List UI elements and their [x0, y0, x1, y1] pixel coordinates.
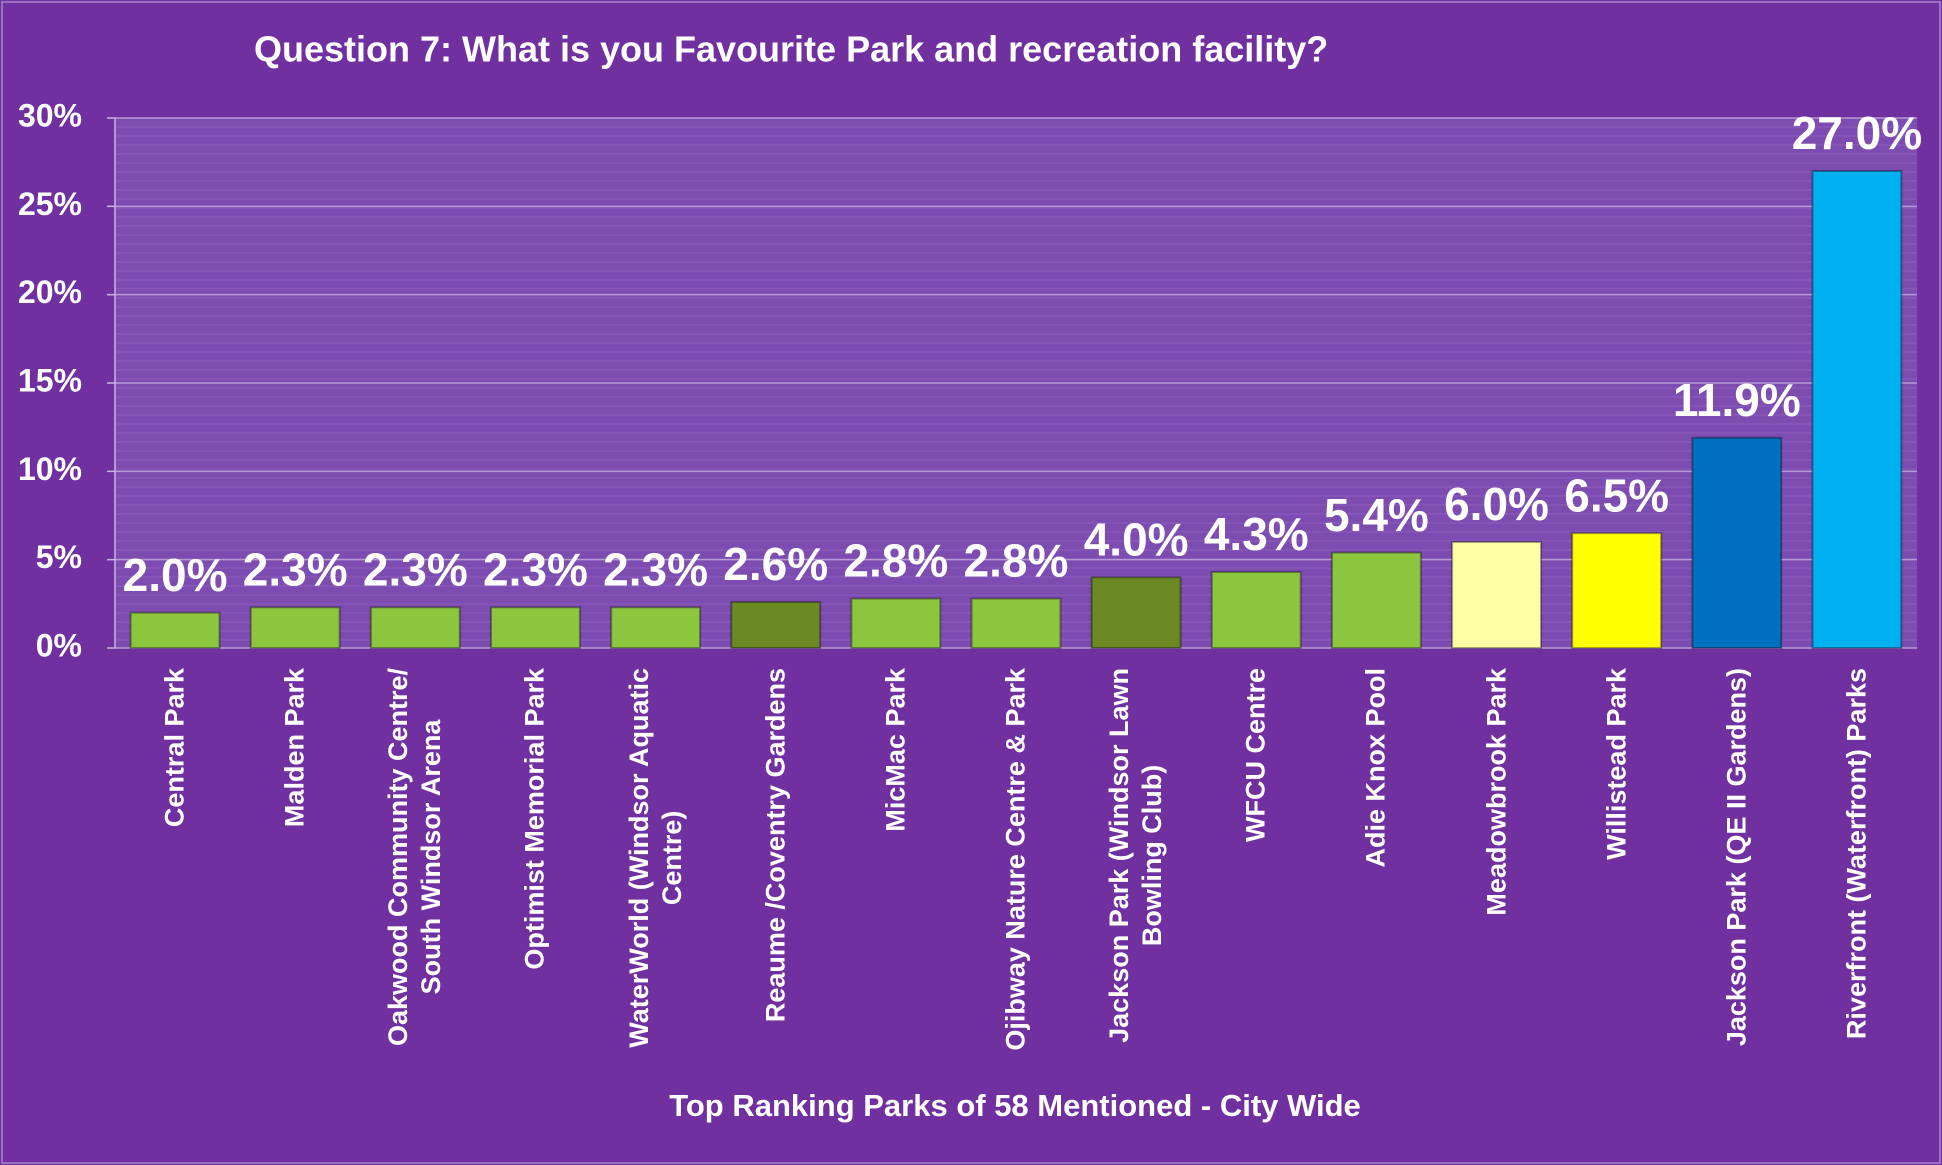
value-label: 6.0% — [1444, 478, 1549, 530]
y-tick-label: 5% — [36, 539, 82, 575]
x-axis-title: Top Ranking Parks of 58 Mentioned - City… — [669, 1088, 1361, 1123]
value-label: 2.8% — [843, 535, 948, 587]
x-tick-label: Jackson Park (QE II Gardens) — [1721, 668, 1752, 1047]
x-tick-label: Willistead Park — [1601, 668, 1632, 860]
value-label: 2.6% — [723, 538, 828, 590]
x-tick-label: Malden Park — [279, 668, 310, 828]
bar — [1691, 436, 1783, 649]
chart-title: Question 7: What is you Favourite Park a… — [254, 29, 1328, 70]
x-tick-label: Jackson Park (Windsor Lawn Bowling Club) — [1104, 668, 1168, 1043]
x-tick-label: Reaume /Coventry Gardens — [760, 668, 791, 1023]
bar — [850, 597, 942, 649]
y-tick-label: 10% — [18, 451, 82, 487]
value-label: 2.0% — [123, 549, 228, 601]
value-label: 6.5% — [1564, 469, 1669, 521]
value-label: 2.3% — [243, 544, 348, 596]
value-label: 11.9% — [1673, 374, 1801, 426]
x-tick-label: Adie Knox Pool — [1360, 668, 1391, 868]
bar — [369, 606, 461, 649]
y-tick-label: 0% — [36, 627, 82, 663]
value-label: 27.0% — [1792, 107, 1922, 159]
bar — [1330, 551, 1422, 649]
bar — [1090, 576, 1182, 649]
bar — [1210, 571, 1302, 649]
value-label: 4.0% — [1084, 513, 1189, 565]
y-tick-label: 25% — [18, 186, 82, 222]
x-tick-label: WaterWorld (Windsor Aquatic Centre) — [623, 668, 687, 1048]
value-label: 5.4% — [1324, 489, 1429, 541]
x-tick-label: Meadowbrook Park — [1481, 668, 1512, 916]
x-tick-label: Optimist Memorial Park — [519, 668, 550, 970]
y-tick-label: 30% — [18, 97, 82, 133]
bar — [490, 606, 581, 649]
value-label: 2.3% — [363, 544, 468, 596]
bar — [1571, 532, 1663, 650]
bar — [1811, 170, 1903, 649]
bar — [970, 597, 1062, 649]
x-tick-label: Ojibway Nature Centre & Park — [1000, 668, 1031, 1051]
bar — [730, 601, 822, 649]
x-tick-label: MicMac Park — [880, 668, 911, 832]
value-label: 4.3% — [1204, 508, 1309, 560]
y-tick-label: 20% — [18, 274, 82, 310]
bar — [1451, 541, 1542, 649]
bar — [129, 611, 221, 650]
value-label: 2.3% — [483, 544, 588, 596]
bar — [249, 606, 341, 649]
x-tick-label: Central Park — [159, 668, 190, 828]
x-tick-label: Oakwood Community Centre/ South Windsor … — [383, 668, 447, 1047]
x-tick-label: Riverfront (Waterfront) Parks — [1841, 668, 1872, 1040]
bar — [610, 606, 702, 649]
x-tick-label: WFCU Centre — [1240, 668, 1271, 842]
value-label: 2.3% — [603, 544, 708, 596]
value-label: 2.8% — [964, 535, 1069, 587]
y-tick-label: 15% — [18, 362, 82, 398]
